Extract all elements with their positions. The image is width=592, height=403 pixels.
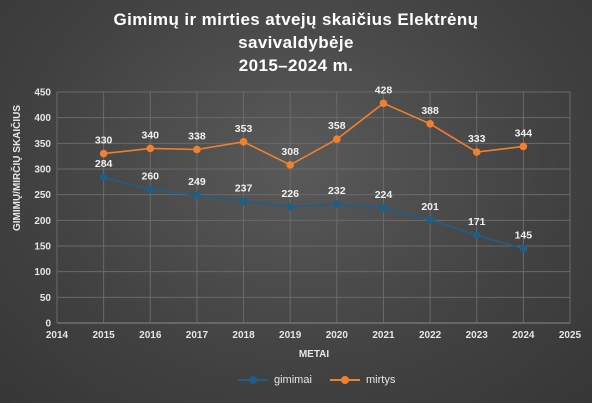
y-tick-label: 400 xyxy=(34,113,51,124)
data-label-gimimai: 284 xyxy=(95,158,113,170)
data-label-mirtys: 338 xyxy=(188,130,206,142)
x-tick-label: 2019 xyxy=(279,330,302,341)
series-line-gimimai xyxy=(103,176,524,250)
data-point-gimimai xyxy=(193,191,201,199)
data-point-gimimai xyxy=(379,204,388,212)
data-point-mirtys xyxy=(333,135,341,144)
x-tick-label: 2023 xyxy=(466,330,489,341)
x-axis-title: METAI xyxy=(299,349,330,360)
gridlines xyxy=(56,91,571,324)
x-tick-label: 2024 xyxy=(512,330,535,341)
data-labels: 284 260 249 237 226 232 224 201 171 145 330 340 338 3… xyxy=(95,84,532,241)
x-tick-label: 2022 xyxy=(419,330,442,341)
y-tick-label: 150 xyxy=(34,242,51,253)
data-label-mirtys: 308 xyxy=(281,146,299,158)
data-point-gimimai xyxy=(146,185,155,194)
y-axis-title: GIMIMŲ/MIRČIŲ SKAIČIUS xyxy=(10,105,23,231)
chart-title-line-1: Gimimų ir mirties atvejų skaičius Elektr… xyxy=(113,10,479,29)
data-label-gimimai: 260 xyxy=(142,171,160,183)
y-axis-ticks: 0 50 100 150 200 250 300 350 400 450 xyxy=(34,88,51,330)
y-tick-label: 300 xyxy=(34,165,51,176)
chart-title-line-2: savivaldybėje xyxy=(238,33,354,52)
data-label-gimimai: 201 xyxy=(421,201,439,213)
x-tick-label: 2018 xyxy=(232,330,255,341)
data-point-gimimai xyxy=(333,200,341,208)
data-point-mirtys xyxy=(146,144,155,153)
x-axis-ticks: 2014 2015 2016 2017 2018 2019 2020 2021 2022 2023… xyxy=(46,330,582,341)
chart-title-line-3: 2015–2024 m. xyxy=(238,56,354,75)
series-layer xyxy=(99,99,528,253)
data-point-mirtys xyxy=(286,161,294,169)
legend-swatch-mirtys xyxy=(330,376,360,384)
data-point-mirtys xyxy=(472,148,481,156)
x-tick-label: 2014 xyxy=(46,330,69,341)
y-tick-label: 250 xyxy=(34,190,51,201)
data-label-mirtys: 428 xyxy=(375,84,393,96)
x-tick-label: 2021 xyxy=(372,330,395,341)
data-point-gimimai xyxy=(519,244,528,253)
data-label-mirtys: 388 xyxy=(421,105,439,117)
legend-label-gimimai: gimimai xyxy=(274,374,312,386)
series-line-mirtys xyxy=(103,102,524,166)
data-label-gimimai: 145 xyxy=(515,230,533,242)
y-tick-label: 100 xyxy=(34,267,51,278)
data-point-gimimai xyxy=(472,231,481,240)
legend-item-mirtys: mirtys xyxy=(330,374,395,386)
x-tick-label: 2025 xyxy=(559,330,582,341)
data-point-mirtys xyxy=(193,145,201,154)
chart-title: Gimimų ir mirties atvejų skaičius Elektr… xyxy=(0,8,592,77)
data-point-mirtys xyxy=(379,99,388,108)
data-point-gimimai xyxy=(426,216,434,224)
data-label-mirtys: 358 xyxy=(328,120,346,132)
data-point-gimimai xyxy=(286,203,294,211)
data-label-mirtys: 340 xyxy=(142,129,160,141)
data-label-gimimai: 237 xyxy=(235,182,253,194)
y-tick-label: 0 xyxy=(45,319,51,330)
data-label-gimimai: 224 xyxy=(375,189,393,201)
legend-item-gimimai: gimimai xyxy=(238,374,312,386)
y-tick-label: 50 xyxy=(40,293,52,304)
data-label-mirtys: 330 xyxy=(95,135,113,147)
data-label-gimimai: 226 xyxy=(281,188,299,200)
data-point-mirtys xyxy=(99,149,108,158)
legend-label-mirtys: mirtys xyxy=(366,374,396,386)
legend-swatch-gimimai xyxy=(238,376,268,384)
data-point-gimimai xyxy=(99,173,108,182)
y-tick-label: 200 xyxy=(34,216,51,227)
data-point-mirtys xyxy=(426,120,434,128)
y-tick-label: 450 xyxy=(34,88,51,99)
data-label-gimimai: 171 xyxy=(468,216,486,228)
y-tick-label: 350 xyxy=(34,139,51,150)
x-tick-label: 2015 xyxy=(93,330,116,341)
data-point-mirtys xyxy=(519,142,528,151)
x-tick-label: 2017 xyxy=(186,330,209,341)
x-tick-label: 2020 xyxy=(326,330,349,341)
data-label-mirtys: 344 xyxy=(515,127,533,139)
legend: gimimai mirtys xyxy=(0,374,592,392)
data-point-gimimai xyxy=(239,197,248,206)
data-point-mirtys xyxy=(239,137,248,146)
data-label-gimimai: 249 xyxy=(188,176,206,188)
x-tick-label: 2016 xyxy=(139,330,162,341)
data-label-mirtys: 333 xyxy=(468,133,486,145)
data-label-mirtys: 353 xyxy=(235,123,253,135)
data-label-gimimai: 232 xyxy=(328,185,346,197)
